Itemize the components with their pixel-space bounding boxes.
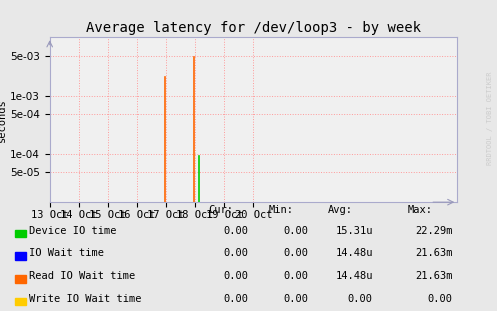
Text: Avg:: Avg: [328,205,353,215]
Text: 21.63m: 21.63m [415,248,452,258]
Text: 15.31u: 15.31u [335,226,373,236]
Text: Min:: Min: [268,205,293,215]
Text: RRDTOOL / TOBI OETIKER: RRDTOOL / TOBI OETIKER [487,72,493,165]
Text: Max:: Max: [408,205,432,215]
Text: 0.00: 0.00 [224,248,248,258]
Text: Cur:: Cur: [209,205,234,215]
Text: 0.00: 0.00 [224,294,248,304]
Text: Write IO Wait time: Write IO Wait time [29,294,141,304]
Text: 0.00: 0.00 [427,294,452,304]
Text: 0.00: 0.00 [348,294,373,304]
Text: IO Wait time: IO Wait time [29,248,104,258]
Text: 0.00: 0.00 [283,271,308,281]
Text: Device IO time: Device IO time [29,226,116,236]
Text: 0.00: 0.00 [224,271,248,281]
Text: 14.48u: 14.48u [335,248,373,258]
Text: 0.00: 0.00 [283,248,308,258]
Title: Average latency for /dev/loop3 - by week: Average latency for /dev/loop3 - by week [86,21,421,35]
Text: 0.00: 0.00 [224,226,248,236]
Text: 0.00: 0.00 [283,294,308,304]
Y-axis label: seconds: seconds [0,98,7,142]
Text: 14.48u: 14.48u [335,271,373,281]
Text: Read IO Wait time: Read IO Wait time [29,271,135,281]
Text: 0.00: 0.00 [283,226,308,236]
Text: 21.63m: 21.63m [415,271,452,281]
Text: 22.29m: 22.29m [415,226,452,236]
